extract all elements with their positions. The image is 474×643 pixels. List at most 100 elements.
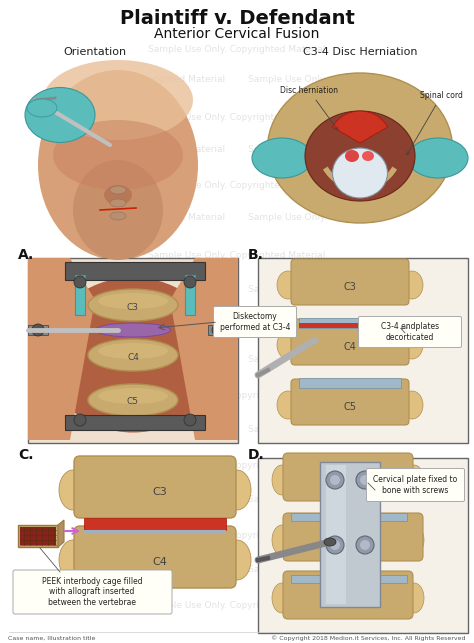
Ellipse shape xyxy=(272,465,292,495)
Ellipse shape xyxy=(345,150,359,162)
Circle shape xyxy=(32,324,44,336)
Ellipse shape xyxy=(305,111,415,201)
Text: Case name, Illustration title: Case name, Illustration title xyxy=(8,635,95,640)
FancyBboxPatch shape xyxy=(291,379,409,425)
Text: C3: C3 xyxy=(127,302,139,311)
Text: yrighted Material        Sample Use Only.: yrighted Material Sample Use Only. xyxy=(147,213,327,222)
Ellipse shape xyxy=(401,391,423,419)
Circle shape xyxy=(356,536,374,554)
Bar xyxy=(84,530,226,534)
Ellipse shape xyxy=(404,583,424,613)
Text: C4: C4 xyxy=(344,342,356,352)
FancyBboxPatch shape xyxy=(358,316,462,347)
Bar xyxy=(326,465,346,604)
Text: C5: C5 xyxy=(344,402,356,412)
Circle shape xyxy=(360,540,370,550)
Ellipse shape xyxy=(404,525,424,555)
Ellipse shape xyxy=(272,583,292,613)
Text: PEEK interbody cage filled
with allograft inserted
between the vertebrae: PEEK interbody cage filled with allograf… xyxy=(42,577,142,607)
Ellipse shape xyxy=(95,323,171,337)
Polygon shape xyxy=(170,258,238,440)
Ellipse shape xyxy=(53,120,183,190)
Ellipse shape xyxy=(223,540,251,580)
Ellipse shape xyxy=(362,151,374,161)
Ellipse shape xyxy=(98,293,168,309)
Ellipse shape xyxy=(277,331,299,359)
Ellipse shape xyxy=(332,148,388,198)
Ellipse shape xyxy=(277,271,299,299)
Text: B.: B. xyxy=(248,248,264,262)
Ellipse shape xyxy=(59,470,87,510)
Text: Spinal cord: Spinal cord xyxy=(407,91,463,155)
FancyBboxPatch shape xyxy=(283,571,413,619)
Bar xyxy=(28,325,48,335)
FancyBboxPatch shape xyxy=(283,513,423,561)
Ellipse shape xyxy=(25,87,95,143)
Bar xyxy=(18,525,58,547)
FancyBboxPatch shape xyxy=(213,307,297,338)
FancyBboxPatch shape xyxy=(291,319,409,365)
Ellipse shape xyxy=(38,70,198,260)
Text: Disc herniation: Disc herniation xyxy=(280,86,338,130)
Circle shape xyxy=(184,276,196,288)
Bar xyxy=(65,262,205,280)
Text: Sample Use Only. Copyrighted Material: Sample Use Only. Copyrighted Material xyxy=(148,46,326,55)
Ellipse shape xyxy=(46,278,220,433)
Ellipse shape xyxy=(408,138,468,178)
Ellipse shape xyxy=(88,339,178,371)
Text: Sample Use Only. Copyrighted Material: Sample Use Only. Copyrighted Material xyxy=(148,460,326,469)
Bar xyxy=(320,462,380,607)
Ellipse shape xyxy=(277,391,299,419)
Ellipse shape xyxy=(404,465,424,495)
FancyBboxPatch shape xyxy=(291,259,409,305)
Bar xyxy=(258,258,468,443)
Text: A.: A. xyxy=(18,248,34,262)
Ellipse shape xyxy=(267,73,453,223)
Text: yrighted Material        Sample Use Only.: yrighted Material Sample Use Only. xyxy=(147,75,327,84)
Circle shape xyxy=(330,475,340,485)
Circle shape xyxy=(74,276,86,288)
Ellipse shape xyxy=(88,384,178,416)
Text: Sample Use Only. Copyrighted Material: Sample Use Only. Copyrighted Material xyxy=(148,181,326,190)
Text: yrighted Material        Sample Use Only.: yrighted Material Sample Use Only. xyxy=(147,565,327,574)
Ellipse shape xyxy=(59,540,87,580)
Circle shape xyxy=(330,540,340,550)
Bar xyxy=(258,458,468,633)
FancyBboxPatch shape xyxy=(366,469,465,502)
Ellipse shape xyxy=(110,199,126,207)
FancyBboxPatch shape xyxy=(13,570,172,614)
Polygon shape xyxy=(28,258,95,440)
Bar xyxy=(28,258,238,443)
Circle shape xyxy=(74,414,86,426)
Text: Sample Use Only. Copyrighted Material: Sample Use Only. Copyrighted Material xyxy=(148,320,326,329)
Circle shape xyxy=(184,414,196,426)
Circle shape xyxy=(360,475,370,485)
Text: C3-4 Disc Herniation: C3-4 Disc Herniation xyxy=(303,47,417,57)
Text: Sample Use Only. Copyrighted Material: Sample Use Only. Copyrighted Material xyxy=(148,601,326,610)
Bar xyxy=(299,323,401,328)
Ellipse shape xyxy=(401,271,423,299)
Bar xyxy=(65,415,205,430)
Wedge shape xyxy=(332,111,388,143)
Bar xyxy=(185,275,195,315)
Text: C4: C4 xyxy=(127,352,139,361)
Text: Plaintiff v. Defendant: Plaintiff v. Defendant xyxy=(119,8,355,28)
Text: yrighted Material        Sample Use Only.: yrighted Material Sample Use Only. xyxy=(147,496,327,505)
Circle shape xyxy=(326,536,344,554)
Ellipse shape xyxy=(98,343,168,359)
Bar xyxy=(299,378,401,388)
Ellipse shape xyxy=(43,60,193,140)
Ellipse shape xyxy=(110,186,126,194)
Text: D.: D. xyxy=(248,448,265,462)
Text: C3: C3 xyxy=(153,487,167,497)
Text: C4: C4 xyxy=(153,557,167,567)
Ellipse shape xyxy=(324,538,336,546)
Text: Orientation: Orientation xyxy=(64,47,127,57)
Ellipse shape xyxy=(73,160,163,260)
Bar xyxy=(299,318,401,328)
Text: yrighted Material        Sample Use Only.: yrighted Material Sample Use Only. xyxy=(147,285,327,294)
Text: Anterior Cervical Fusion: Anterior Cervical Fusion xyxy=(155,27,319,41)
Bar xyxy=(20,527,56,545)
Circle shape xyxy=(356,471,374,489)
Ellipse shape xyxy=(401,331,423,359)
